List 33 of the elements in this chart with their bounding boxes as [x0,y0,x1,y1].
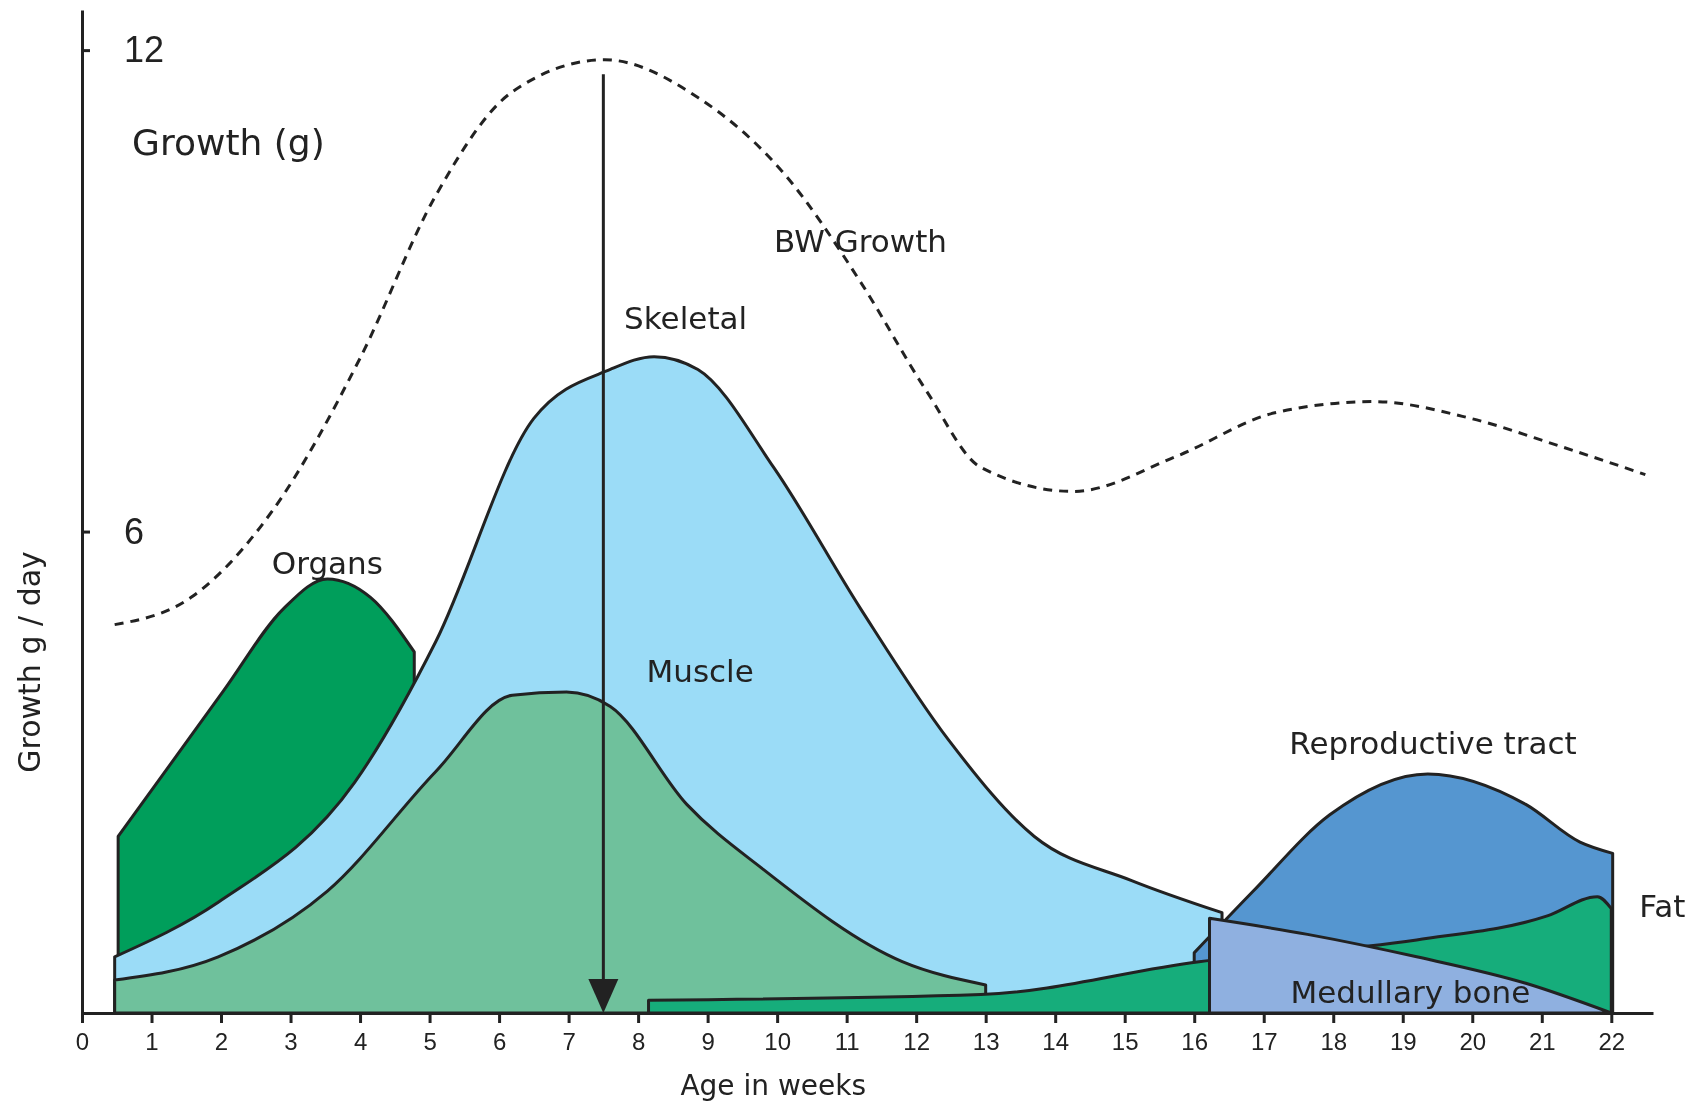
x-tick-label: 9 [701,1028,715,1055]
x-tick-label: 12 [903,1028,931,1055]
x-tick-label: 16 [1181,1028,1209,1055]
series-label: Medullary bone [1290,974,1531,1010]
x-tick-label: 13 [972,1028,1000,1055]
series-label: BW Growth [774,223,947,260]
x-tick-label: 8 [631,1028,646,1055]
x-tick-label: 10 [764,1028,791,1055]
x-tick-label: 5 [423,1028,437,1055]
x-tick-label: 2 [214,1028,229,1055]
x-tick-label: 19 [1389,1028,1417,1055]
x-axis-title: Age in weeks [680,1069,867,1102]
x-tick-label: 4 [353,1028,368,1055]
x-tick-label: 1 [145,1028,159,1055]
series-label: Organs [271,544,383,581]
series-label: Fat [1639,887,1686,924]
annotation: Growth (g) [132,122,325,164]
x-tick-label: 11 [834,1028,860,1055]
series-label: Reproductive tract [1289,724,1577,761]
x-tick-label: 7 [562,1028,576,1055]
x-tick-label: 15 [1111,1028,1139,1055]
series-label: Skeletal [624,299,748,336]
x-tick-label: 6 [492,1028,507,1055]
y-axis-title: Growth g / day [12,551,47,773]
series-label: Muscle [646,653,754,690]
x-tick-label: 14 [1042,1028,1070,1055]
x-tick-label: 18 [1320,1028,1348,1055]
x-tick-label: 3 [284,1028,298,1055]
x-tick-label: 21 [1528,1028,1556,1055]
x-tick-label: 20 [1459,1028,1487,1055]
x-tick-label: 0 [75,1028,90,1055]
x-tick-label: 17 [1250,1028,1278,1055]
x-tick-label: 22 [1598,1028,1626,1055]
